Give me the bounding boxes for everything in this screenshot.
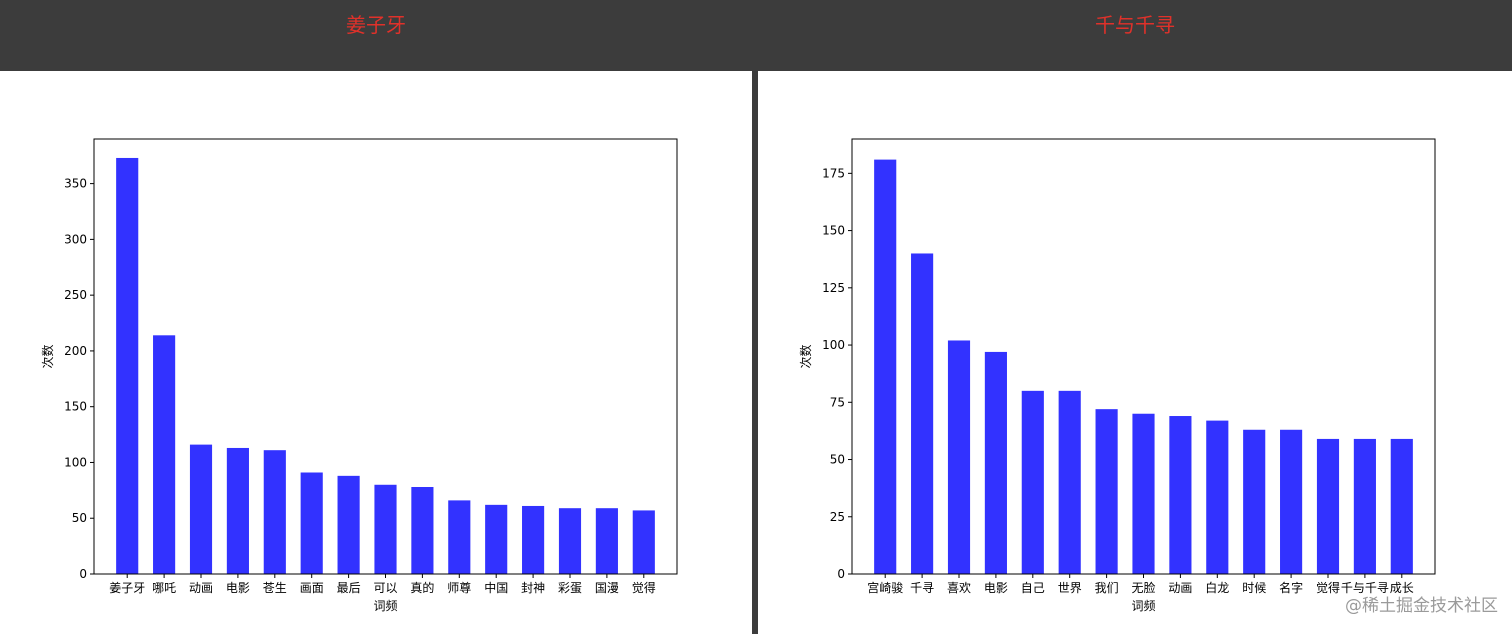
x-axis-label: 词频: [1131, 599, 1155, 613]
bar: [1169, 416, 1192, 574]
bar: [1243, 429, 1266, 574]
x-tick-label: 喜欢: [947, 580, 971, 595]
y-tick-label: 175: [822, 166, 845, 180]
y-tick-label: 125: [822, 281, 845, 295]
x-tick-label: 自己: [1021, 581, 1045, 595]
bar: [153, 335, 176, 574]
x-tick-label: 我们: [1095, 580, 1119, 595]
x-tick-label: 姜子牙: [109, 581, 145, 595]
bar: [1021, 390, 1044, 574]
y-tick-label: 150: [822, 224, 845, 238]
bar: [448, 500, 471, 574]
x-tick-label: 画面: [300, 581, 324, 595]
x-tick-label: 觉得: [632, 580, 656, 595]
y-tick-label: 50: [830, 453, 845, 467]
y-tick-label: 75: [830, 395, 845, 409]
y-tick-label: 0: [79, 567, 87, 581]
x-tick-label: 千寻: [910, 581, 934, 595]
bar: [947, 340, 971, 574]
bar: [1132, 413, 1155, 574]
x-tick-label: 真的: [410, 580, 434, 595]
y-tick-label: 200: [64, 344, 87, 358]
plot-frame: [851, 138, 1436, 575]
x-tick-label: 时候: [1242, 581, 1266, 595]
y-axis-label: 次数: [40, 344, 55, 368]
bar-chart: 宫崎骏 千寻 喜欢 电影 自己 世界 我们 无脸 动画 白龙 时候 名字 觉得 千与千寻 成长 0 25 50 75…: [798, 138, 1436, 613]
y-tick-label: 50: [72, 511, 87, 525]
x-tick-label: 国漫: [595, 581, 619, 595]
x-tick-label: 封神: [521, 581, 545, 595]
bar: [226, 447, 249, 574]
x-tick-label: 中国: [484, 580, 508, 595]
x-tick-label: 白龙: [1205, 580, 1229, 595]
x-tick-label: 名字: [1279, 580, 1303, 595]
panel-title: 千与千寻: [1095, 13, 1175, 37]
bar: [1316, 438, 1340, 574]
y-tick-label: 0: [837, 567, 845, 581]
watermark-text: @稀土掘金技术社区: [1345, 596, 1498, 616]
x-tick-label: 电影: [984, 581, 1008, 595]
panel-header: 千与千寻: [758, 0, 1512, 71]
bar: [1390, 438, 1413, 574]
bar: [522, 505, 545, 574]
bar: [874, 159, 897, 574]
y-axis-label: 次数: [798, 344, 813, 368]
x-tick-label: 电影: [226, 581, 250, 595]
panel-left: 姜子牙 姜子牙 哪吒 动画 电影 苍生 画面 最后 可以 真的 师尊 中国 封神 彩蛋 国漫 觉得 0 50 10…: [0, 0, 752, 634]
x-tick-label: 成长: [1390, 581, 1414, 595]
panel-divider: [752, 0, 758, 634]
x-axis-label: 词频: [373, 599, 397, 613]
bar: [116, 157, 139, 574]
panel-header: 姜子牙: [0, 0, 752, 71]
bar: [263, 450, 286, 574]
x-tick-label: 苍生: [263, 581, 287, 595]
x-tick-label: 宫崎骏: [867, 580, 903, 595]
bar: [411, 487, 434, 574]
bar: [558, 508, 582, 574]
bar: [1095, 409, 1118, 574]
x-tick-label: 觉得: [1316, 580, 1340, 595]
bar: [1058, 390, 1081, 574]
x-tick-label: 动画: [1168, 581, 1192, 595]
bar: [189, 444, 213, 574]
x-tick-label: 可以: [373, 581, 397, 595]
bar: [632, 510, 655, 574]
y-tick-label: 100: [64, 455, 87, 469]
panel-right: 千与千寻 宫崎骏 千寻 喜欢 电影 自己 世界 我们 无脸 动画 白龙 时候 名字 觉得 千与千寻 成长 0 2…: [758, 0, 1512, 634]
y-tick-label: 250: [64, 288, 87, 302]
x-tick-label: 师尊: [447, 580, 471, 595]
x-tick-label: 最后: [337, 581, 361, 595]
bar: [300, 472, 323, 574]
y-tick-label: 300: [64, 232, 87, 246]
bar: [595, 508, 618, 574]
bar: [374, 484, 397, 574]
bar: [1353, 438, 1376, 574]
x-tick-label: 千与千寻: [1341, 581, 1389, 595]
bar: [911, 253, 934, 574]
x-tick-label: 无脸: [1131, 581, 1155, 595]
y-tick-label: 150: [64, 400, 87, 414]
y-tick-label: 350: [64, 177, 87, 191]
x-tick-label: 彩蛋: [558, 581, 582, 595]
panel-title: 姜子牙: [346, 13, 406, 37]
x-tick-label: 世界: [1058, 581, 1082, 595]
bar: [1280, 429, 1303, 574]
plot-frame: [93, 138, 678, 575]
y-tick-label: 25: [830, 510, 845, 524]
bar: [485, 504, 508, 574]
bar: [1206, 420, 1229, 574]
x-tick-label: 哪吒: [152, 581, 176, 595]
bar-chart: 姜子牙 哪吒 动画 电影 苍生 画面 最后 可以 真的 师尊 中国 封神 彩蛋 国漫 觉得 0 50 100 150…: [40, 138, 678, 613]
bar: [984, 351, 1007, 574]
x-tick-label: 动画: [189, 581, 213, 595]
bar: [337, 475, 360, 574]
y-tick-label: 100: [822, 338, 845, 352]
